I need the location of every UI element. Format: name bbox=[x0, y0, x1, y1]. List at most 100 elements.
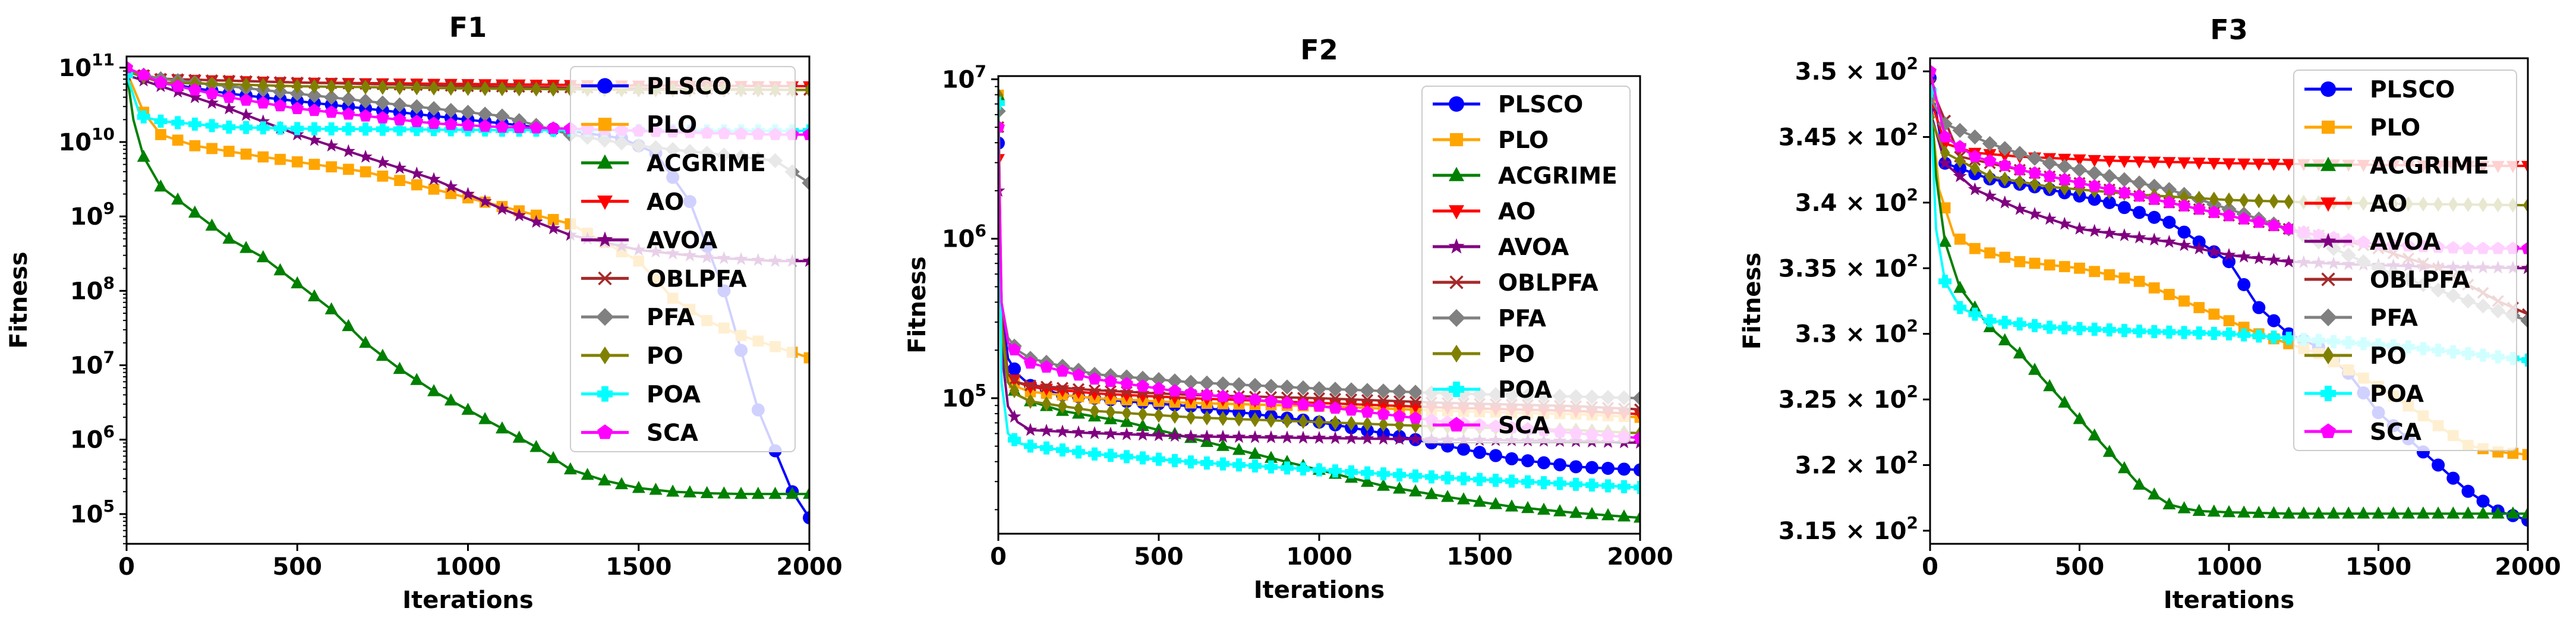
y-tick-label: 106 bbox=[70, 422, 115, 454]
data-point bbox=[275, 154, 286, 165]
chart-title: F1 bbox=[449, 11, 487, 43]
data-point bbox=[1473, 446, 1486, 459]
chart-title: F2 bbox=[1300, 34, 1338, 66]
legend-label: PFA bbox=[1498, 305, 1546, 332]
legend-marker bbox=[2320, 81, 2336, 97]
legend-marker bbox=[598, 118, 611, 131]
y-tick-label: 105 bbox=[70, 496, 115, 528]
y-tick-label: 1010 bbox=[58, 124, 115, 156]
legend-label: OBLPFA bbox=[1498, 270, 1598, 297]
legend-label: SCA bbox=[1498, 412, 1550, 439]
data-point bbox=[2446, 472, 2460, 485]
legend-label: ACGRIME bbox=[647, 150, 766, 177]
legend-label: PFA bbox=[2370, 305, 2418, 332]
x-tick-label: 0 bbox=[990, 543, 1007, 571]
x-tick-label: 1500 bbox=[606, 553, 671, 581]
legend-label: OBLPFA bbox=[2370, 267, 2470, 294]
data-point bbox=[2044, 259, 2055, 270]
chart-f3: F30 500 1000 1500 2000Iterations3.15 × 1023.… bbox=[1739, 14, 2561, 614]
data-point bbox=[2162, 216, 2175, 229]
data-point bbox=[326, 161, 337, 172]
legend-label: SCA bbox=[647, 420, 698, 447]
y-tick-label: 107 bbox=[942, 61, 986, 93]
data-point bbox=[2267, 314, 2280, 327]
data-point bbox=[2148, 211, 2161, 224]
legend-label: ACGRIME bbox=[1498, 163, 1618, 190]
y-tick-label: 3.15 × 102 bbox=[1779, 513, 1918, 545]
data-point bbox=[190, 140, 201, 152]
chart-f2: F20 500 1000 1500 2000Iterations105106107Fit… bbox=[904, 34, 1673, 604]
x-tick-label: 2000 bbox=[2495, 553, 2561, 581]
y-tick-label: 3.25 × 102 bbox=[1779, 382, 1918, 414]
data-point bbox=[2074, 263, 2085, 274]
data-point bbox=[2014, 256, 2026, 267]
y-tick-label: 3.5 × 102 bbox=[1795, 53, 1918, 86]
legend-label: AO bbox=[2370, 191, 2407, 218]
legend-label: PO bbox=[2370, 343, 2407, 370]
data-point bbox=[2059, 261, 2070, 272]
y-tick-label: 109 bbox=[70, 199, 115, 231]
data-point bbox=[2133, 206, 2146, 219]
legend-label: AVOA bbox=[2370, 229, 2441, 256]
legend-label: AO bbox=[1498, 199, 1535, 225]
legend-label: PLSCO bbox=[1498, 92, 1583, 118]
data-point bbox=[1999, 252, 2010, 263]
y-tick-label: 105 bbox=[942, 380, 986, 412]
data-point bbox=[2477, 494, 2490, 508]
data-point bbox=[377, 171, 389, 182]
data-point bbox=[2461, 485, 2474, 498]
legend: PLSCOPLOACGRIMEAOAVOAOBLPFAPFAPOPOASCA bbox=[2294, 70, 2517, 451]
y-axis-label: Fitness bbox=[904, 256, 931, 353]
legend-label: PFA bbox=[647, 304, 695, 331]
x-tick-label: 1500 bbox=[1446, 543, 1512, 571]
legend-label: PLSCO bbox=[2370, 77, 2455, 103]
data-point bbox=[223, 146, 235, 157]
data-point bbox=[241, 149, 252, 160]
data-point bbox=[2164, 289, 2175, 300]
y-tick-label: 3.35 × 102 bbox=[1779, 250, 1918, 282]
chart-title: F3 bbox=[2210, 14, 2247, 46]
data-point bbox=[1601, 462, 1615, 475]
data-point bbox=[1457, 443, 1470, 456]
data-point bbox=[257, 152, 269, 163]
legend-label: POA bbox=[2370, 381, 2424, 408]
data-point bbox=[1489, 449, 1502, 462]
x-tick-label: 0 bbox=[118, 553, 135, 581]
data-point bbox=[1954, 234, 1966, 245]
data-point bbox=[292, 156, 303, 168]
x-tick-label: 1000 bbox=[1286, 543, 1352, 571]
data-point bbox=[2149, 282, 2160, 294]
x-tick-label: 1000 bbox=[2196, 553, 2262, 581]
data-point bbox=[360, 166, 371, 178]
data-point bbox=[2224, 315, 2235, 326]
legend-label: PO bbox=[647, 343, 683, 370]
data-point bbox=[1969, 243, 1981, 254]
data-point bbox=[2119, 273, 2130, 284]
data-point bbox=[2178, 295, 2190, 307]
data-point bbox=[2252, 301, 2265, 314]
x-tick-label: 500 bbox=[1134, 543, 1184, 571]
y-tick-label: 3.3 × 102 bbox=[1795, 316, 1918, 348]
data-point bbox=[2209, 308, 2220, 320]
legend-label: PLSCO bbox=[647, 73, 732, 100]
x-tick-label: 0 bbox=[1922, 553, 1938, 581]
data-point bbox=[309, 159, 320, 170]
data-point bbox=[394, 175, 405, 186]
y-axis-label: Fitness bbox=[5, 251, 33, 348]
data-point bbox=[428, 184, 440, 195]
data-point bbox=[343, 164, 354, 175]
legend: PLSCOPLOACGRIMEAOAVOAOBLPFAPFAPOPOASCA bbox=[570, 67, 795, 452]
x-tick-label: 1500 bbox=[2345, 553, 2411, 581]
legend-marker bbox=[1449, 96, 1464, 112]
legend-label: OBLPFA bbox=[647, 266, 747, 292]
y-tick-label: 3.45 × 102 bbox=[1779, 119, 1918, 151]
data-point bbox=[172, 134, 184, 146]
data-point bbox=[2104, 269, 2115, 281]
data-point bbox=[1537, 456, 1550, 470]
data-point bbox=[1569, 460, 1582, 473]
x-axis-label: Iterations bbox=[1254, 577, 1385, 604]
y-tick-label: 108 bbox=[70, 273, 115, 305]
data-point bbox=[2432, 459, 2445, 472]
y-tick-label: 3.2 × 102 bbox=[1795, 448, 1918, 480]
y-axis-label: Fitness bbox=[1739, 253, 1766, 349]
